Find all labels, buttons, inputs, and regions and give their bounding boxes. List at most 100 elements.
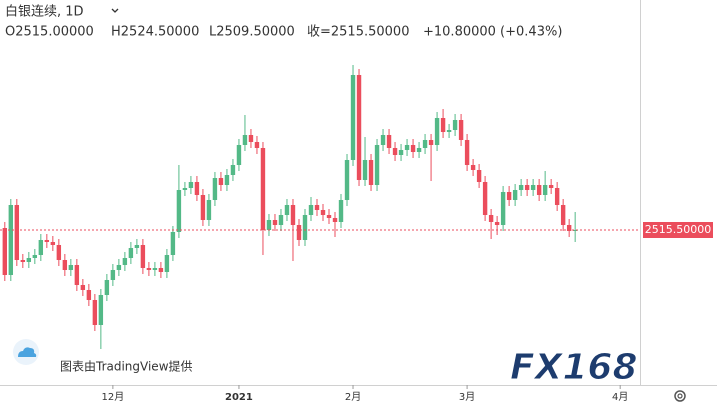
- candle-body: [140, 245, 146, 268]
- ohlc-header: O2515.00000 H2524.50000 L2509.50000 收=2515.…: [5, 25, 562, 40]
- candle-body: [296, 225, 302, 240]
- candle-body: [518, 185, 524, 190]
- candle-body: [38, 240, 44, 255]
- candle-body: [452, 120, 458, 130]
- candle-body: [176, 190, 182, 232]
- candle-body: [506, 192, 512, 200]
- tv-logo: [18, 347, 37, 357]
- ohlc-field: 收=2515.50000: [307, 25, 409, 40]
- ohlc-field: +10.80000 (+0.43%): [423, 25, 562, 40]
- candle-body: [308, 205, 314, 215]
- candle-body: [416, 148, 422, 152]
- candle-body: [260, 148, 266, 230]
- candle-body: [92, 300, 98, 325]
- candle-body: [572, 230, 578, 231]
- candle-body: [548, 185, 554, 188]
- candle-body: [290, 205, 296, 225]
- settings-icon[interactable]: [674, 390, 686, 402]
- candle-body: [344, 160, 350, 200]
- candle-body: [446, 130, 452, 132]
- x-tick-label: 2月: [345, 391, 361, 403]
- candle-body: [62, 260, 68, 270]
- candle-body: [8, 205, 14, 275]
- candle-body: [44, 240, 50, 242]
- x-tick-label: 2021: [225, 392, 253, 403]
- candle-body: [116, 265, 122, 270]
- candle-body: [212, 178, 218, 200]
- candle-body: [386, 135, 392, 148]
- candle-body: [428, 140, 434, 145]
- candle-body: [218, 178, 224, 185]
- candle-body: [200, 195, 206, 220]
- ohlc-field: H2524.50000: [111, 25, 199, 40]
- plot-area: [0, 65, 640, 349]
- candle-body: [146, 268, 152, 270]
- last-price-label: 2515.50000: [645, 223, 711, 236]
- candle-body: [500, 192, 506, 225]
- last-price-box: [643, 222, 713, 238]
- candle-body: [494, 222, 500, 225]
- candle-body: [98, 295, 104, 325]
- candle-body: [56, 245, 62, 260]
- x-tick-label: 4月: [612, 391, 628, 403]
- candle-body: [230, 165, 236, 175]
- candle-body: [104, 280, 110, 295]
- candle-body: [356, 75, 362, 180]
- x-tick-label: 12月: [102, 391, 125, 403]
- candle-body: [332, 218, 338, 222]
- candle-body: [50, 242, 56, 245]
- candle-body: [488, 215, 494, 222]
- candle-body: [74, 265, 80, 285]
- candle-body: [536, 185, 542, 195]
- candle-body: [464, 140, 470, 165]
- interval-dropdown[interactable]: [111, 8, 119, 13]
- candle-body: [320, 210, 326, 215]
- candle-body: [188, 182, 194, 188]
- candle-body: [272, 220, 278, 225]
- candle-body: [476, 170, 482, 182]
- candle-body: [302, 215, 308, 240]
- candle-body: [128, 248, 134, 258]
- candle-body: [278, 215, 284, 225]
- fx168-logo: FX168: [510, 347, 638, 388]
- candle-body: [80, 285, 86, 290]
- candle-body: [530, 185, 536, 190]
- candle-body: [560, 205, 566, 225]
- candle-body: [482, 182, 488, 215]
- candle-body: [338, 200, 344, 222]
- candle-body: [152, 268, 158, 270]
- candle-body: [2, 228, 8, 275]
- candle-body: [248, 135, 254, 142]
- candle-body: [20, 260, 26, 262]
- candle-body: [32, 255, 38, 258]
- candle-body: [422, 140, 428, 148]
- candle-body: [182, 188, 188, 190]
- ohlc-field: O2515.00000: [5, 25, 94, 40]
- candle-body: [26, 258, 32, 262]
- candle-body: [512, 190, 518, 200]
- gear-ring: [674, 390, 686, 402]
- candle-body: [284, 205, 290, 215]
- candle-body: [392, 148, 398, 155]
- candle-body: [236, 145, 242, 165]
- candle-body: [362, 160, 368, 180]
- candle-body: [326, 215, 332, 218]
- x-tick-label: 3月: [459, 391, 475, 403]
- candle-body: [314, 205, 320, 210]
- chart-title[interactable]: 白银连续, 1D: [5, 4, 84, 20]
- candle-body: [458, 120, 464, 140]
- candle-body: [470, 165, 476, 170]
- candle-body: [206, 200, 212, 220]
- ohlc-field: L2509.50000: [209, 25, 295, 40]
- candle-body: [110, 270, 116, 280]
- candle-body: [524, 185, 530, 190]
- candle-body: [368, 160, 374, 185]
- candle-body: [542, 185, 548, 195]
- candle-body: [86, 290, 92, 300]
- candle-body: [242, 135, 248, 145]
- candle-body: [68, 265, 74, 270]
- candle-body: [194, 182, 200, 195]
- candle-body: [410, 145, 416, 152]
